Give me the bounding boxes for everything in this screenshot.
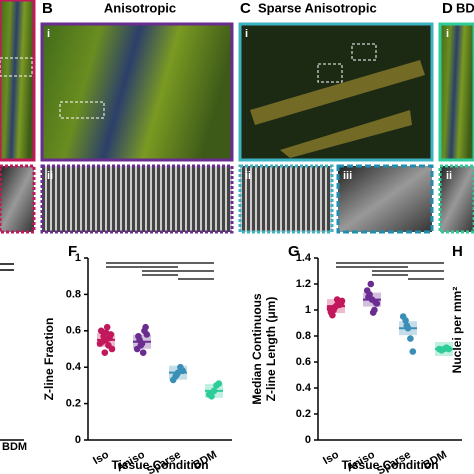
data-point <box>142 323 149 331</box>
data-point <box>399 313 407 320</box>
panel-label: F <box>68 243 77 260</box>
axis-title: Tissue Condition <box>341 458 438 472</box>
image-c-ii <box>238 164 334 234</box>
data-point <box>329 311 336 319</box>
data-point <box>139 349 147 356</box>
inset-box <box>317 63 343 83</box>
data-point <box>101 349 109 356</box>
data-point <box>367 280 375 288</box>
panel-label: D <box>442 0 453 17</box>
y-tick-label: 1 <box>305 304 311 316</box>
cells <box>250 60 425 158</box>
image-c-iii <box>336 164 434 234</box>
image-d-ii <box>438 164 474 234</box>
y-tick-label: 1.4 <box>296 252 312 264</box>
y-tick-label: 0.2 <box>66 398 81 410</box>
panel-label: G <box>288 243 300 260</box>
y-tick-label: 0.8 <box>296 330 311 342</box>
image-b-ii <box>40 164 234 234</box>
sub-label: i <box>47 28 50 40</box>
axis-title: Median Continuous <box>250 293 264 405</box>
sub-label: ii <box>245 170 251 182</box>
sub-label: i <box>245 28 248 40</box>
sub-label: i <box>446 28 449 40</box>
data-point <box>205 391 213 398</box>
data-point <box>369 309 377 316</box>
sub-label: iii <box>343 170 352 182</box>
data-point <box>96 340 104 347</box>
data-point <box>169 376 177 384</box>
axis-title: Tissue Condition <box>111 458 208 472</box>
image-a-ii <box>0 164 36 234</box>
y-tick-label: 1.2 <box>296 278 311 290</box>
data-point <box>102 329 110 336</box>
panel-label: H <box>452 243 463 260</box>
y-tick-label: 0.2 <box>296 408 311 420</box>
data-point <box>215 380 223 387</box>
axis-title: Z-line Fraction <box>42 318 56 401</box>
sub-label: ii <box>446 170 452 182</box>
y-tick-label: 0.6 <box>296 356 311 368</box>
inset-box <box>0 57 33 77</box>
image-a <box>0 0 36 162</box>
panel-title: Sparse Anisotropic <box>258 0 377 15</box>
data-point <box>108 345 116 353</box>
y-tick-label: 0.8 <box>66 288 81 300</box>
x-tick-label: Iso <box>91 449 111 467</box>
panel-label: C <box>240 0 251 17</box>
sub-label: ii <box>47 170 53 182</box>
panel-title: BD <box>456 0 474 15</box>
inset-box <box>351 43 377 61</box>
data-point <box>338 297 346 305</box>
y-tick-label: 0.6 <box>66 325 81 337</box>
y-tick-label: 0 <box>75 434 81 446</box>
y-tick-label: 1 <box>75 252 81 264</box>
x-tick-label: BDM <box>2 441 27 453</box>
panel-label: B <box>42 0 53 17</box>
data-point <box>143 331 151 338</box>
x-tick-label: Iso <box>321 449 341 467</box>
data-point <box>363 287 371 294</box>
data-point <box>137 342 145 349</box>
y-tick-label: 0.4 <box>296 382 312 394</box>
image-b <box>40 22 234 162</box>
axis-title: Z-line Length (μm) <box>264 297 278 402</box>
data-point <box>135 332 142 340</box>
axis-title: Nuclei per mm² <box>450 287 464 374</box>
panel-title: Anisotropic <box>104 0 176 15</box>
data-point <box>103 323 111 331</box>
data-point <box>409 348 417 355</box>
image-d <box>438 22 474 162</box>
y-tick-label: 0 <box>305 434 311 446</box>
inset-box <box>59 101 105 119</box>
data-point <box>407 335 414 342</box>
y-tick-label: 0.4 <box>66 361 82 373</box>
